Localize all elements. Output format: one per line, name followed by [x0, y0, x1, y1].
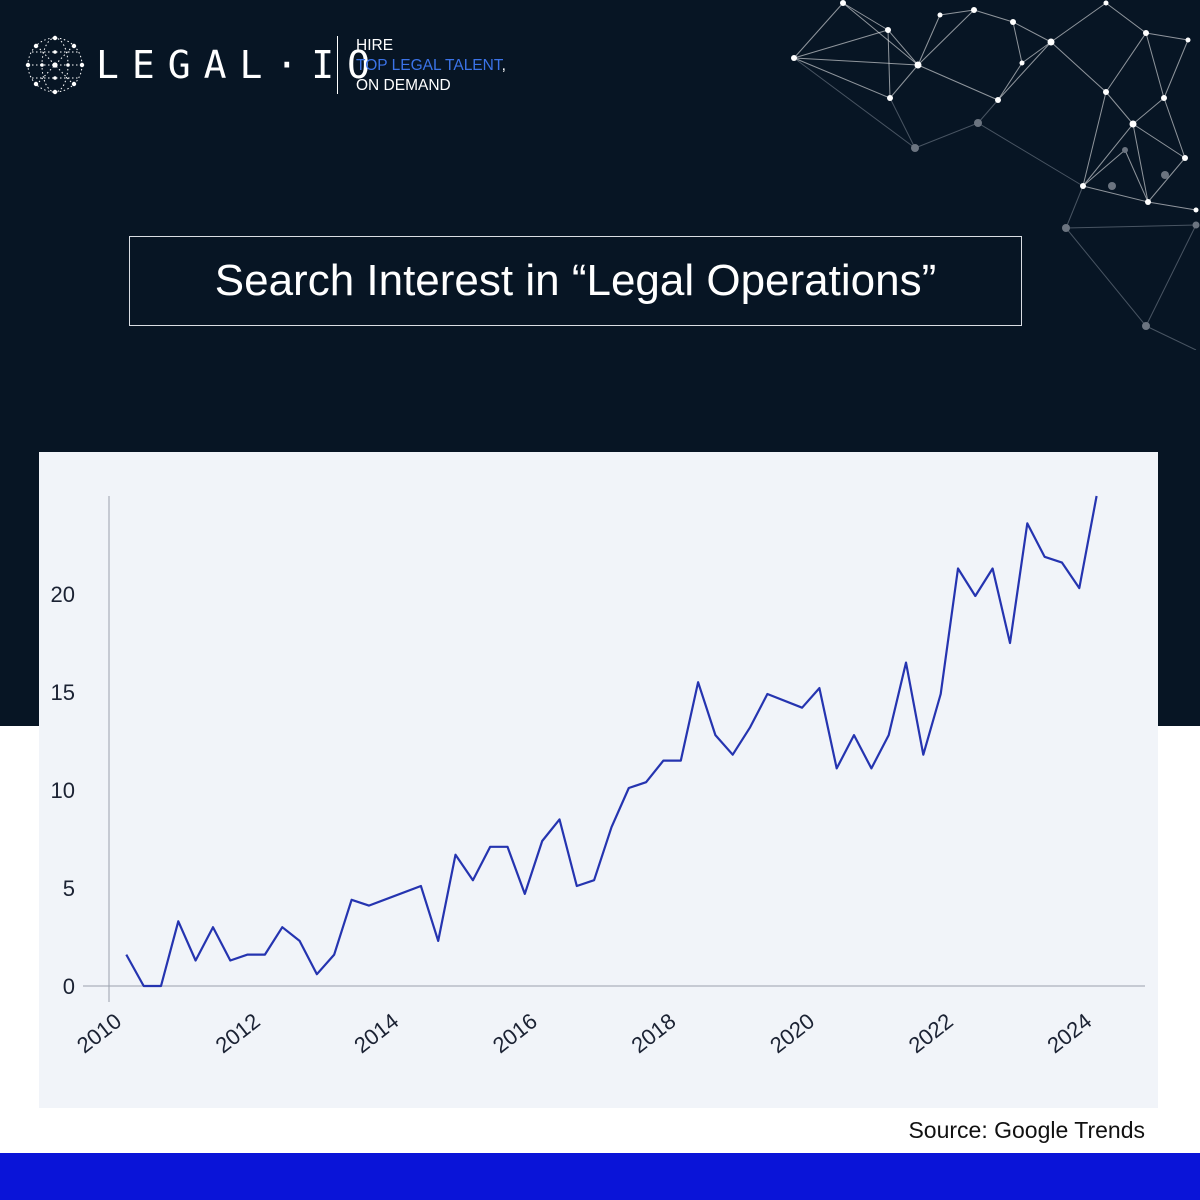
- network-globe-icon: [25, 35, 85, 95]
- x-tick-label: 2024: [1042, 1008, 1096, 1058]
- brand-logo: LEGAL·IO HIRE TOP LEGAL TALENT, ON DEMAN…: [24, 34, 506, 96]
- source-note: Source: Google Trends: [908, 1117, 1145, 1143]
- brand-wordmark: LEGAL·IO: [96, 43, 384, 87]
- y-ticks: 0 5 10 15 20: [51, 582, 75, 999]
- x-tick-label: 2012: [211, 1008, 265, 1058]
- x-tick-label: 2016: [488, 1008, 542, 1058]
- series-line: [125, 495, 1098, 988]
- x-tick-label: 2020: [765, 1008, 819, 1058]
- tagline-line-1: HIRE: [356, 37, 394, 54]
- y-tick-label: 20: [51, 582, 75, 607]
- y-tick-label: 10: [51, 778, 75, 803]
- chart-title: Search Interest in “Legal Operations”: [214, 256, 937, 305]
- y-tick-label: 5: [63, 876, 75, 901]
- footer-bar: [0, 1153, 1200, 1200]
- y-tick-label: 15: [51, 680, 75, 705]
- chart-title-box: Search Interest in “Legal Operations”: [129, 236, 1022, 326]
- x-ticks: 2010 2012 2014 2016 2018 2020 2022 2024: [72, 1008, 1096, 1058]
- tagline-line-2: TOP LEGAL TALENT,: [356, 56, 506, 76]
- tagline-line-3: ON DEMAND: [356, 77, 451, 94]
- tagline-comma: ,: [501, 57, 506, 74]
- logo-divider: [337, 36, 338, 94]
- chart-panel: 2010 2012 2014 2016 2018 2020 2022 2024 0 5 10 15 2…: [39, 452, 1158, 1108]
- network-graphic: [791, 0, 1200, 350]
- x-tick-label: 2018: [627, 1008, 681, 1058]
- tagline-highlight: TOP LEGAL TALENT: [356, 57, 502, 74]
- series-points: [126, 495, 1097, 987]
- x-tick-label: 2022: [904, 1008, 958, 1058]
- x-tick-label: 2010: [72, 1008, 126, 1058]
- line-chart: 2010 2012 2014 2016 2018 2020 2022 2024 0 5 10 15 2…: [51, 495, 1145, 1058]
- y-tick-label: 0: [63, 974, 75, 999]
- brand-tagline: HIRE TOP LEGAL TALENT, ON DEMAND: [356, 36, 506, 96]
- x-tick-label: 2014: [349, 1008, 403, 1058]
